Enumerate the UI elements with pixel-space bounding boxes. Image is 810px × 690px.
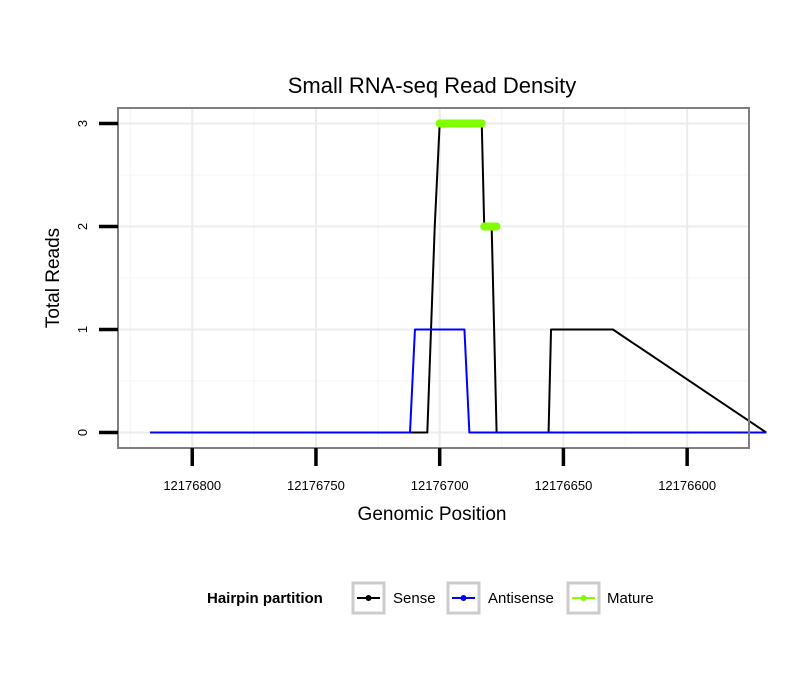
series-layer <box>150 119 767 434</box>
x-tick-label: 12176650 <box>534 478 592 493</box>
y-axis-title: Total Reads <box>43 228 64 328</box>
plot-panel-border <box>117 107 750 449</box>
legend: Hairpin partition Sense Antisense Mature <box>207 581 654 615</box>
legend-key-antisense-point <box>460 595 467 601</box>
x-tick-label: 12176800 <box>163 478 221 493</box>
y-tick-label: 1 <box>75 326 90 333</box>
x-tick-label: 12176750 <box>287 478 345 493</box>
x-axis-title: Genomic Position <box>358 504 507 525</box>
legend-item-mature: Mature <box>566 581 654 615</box>
y-tick-label: 2 <box>75 223 90 230</box>
y-tick-label: 3 <box>75 120 90 127</box>
series-antisense-line <box>150 328 767 434</box>
x-tick-label: 12176700 <box>411 478 469 493</box>
legend-item-sense: Sense <box>351 581 436 615</box>
legend-item-antisense: Antisense <box>446 581 554 615</box>
legend-label-antisense: Antisense <box>488 590 554 607</box>
chart-title: Small RNA-seq Read Density <box>288 73 577 98</box>
legend-key-mature-point <box>580 595 587 601</box>
legend-label-sense: Sense <box>393 590 436 607</box>
x-axis: 12176800 12176750 12176700 12176650 12176600 <box>163 448 716 493</box>
y-tick-label: 0 <box>75 429 90 436</box>
legend-title: Hairpin partition <box>207 590 323 607</box>
x-tick-label: 12176600 <box>658 478 716 493</box>
legend-key-sense-point <box>365 595 372 601</box>
legend-label-mature: Mature <box>607 590 654 607</box>
y-axis: 0 1 2 3 <box>75 120 118 436</box>
